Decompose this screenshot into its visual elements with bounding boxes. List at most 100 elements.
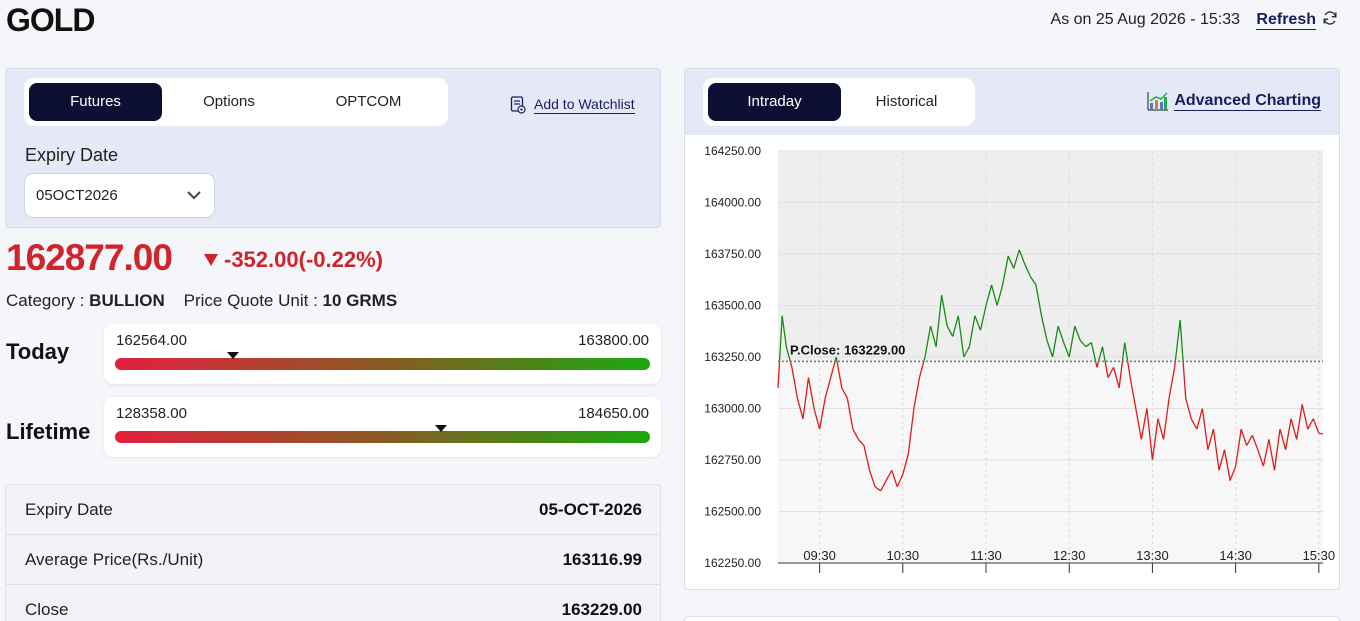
chart-icon: [1147, 92, 1169, 111]
price-line-segment: [891, 470, 898, 487]
price-line-segment: [990, 284, 998, 306]
price-line-segment: [1051, 325, 1059, 358]
price-line-segment: [1035, 284, 1043, 316]
price-line-segment: [802, 377, 810, 419]
price-line-segment: [857, 438, 865, 447]
advanced-charting-label: Advanced Charting: [1174, 91, 1321, 111]
price-line-segment: [1182, 361, 1187, 399]
today-range-marker: [226, 352, 239, 359]
price-line-segment: [1121, 342, 1126, 362]
price-line-segment: [929, 325, 937, 347]
price-line-segment: [1157, 418, 1165, 440]
price-line-segment: [1063, 342, 1070, 358]
y-tick-label: 163000.00: [704, 402, 761, 416]
detail-value: 163229.00: [561, 600, 642, 619]
price-line-segment: [807, 377, 815, 409]
table-row: Close 163229.00: [6, 585, 660, 621]
price-line-segment: [1107, 366, 1115, 378]
price-line-segment: [1179, 319, 1184, 362]
contract-details-table: Expiry Date 05-OCT-2026 Average Price(Rs…: [5, 484, 661, 621]
price-line-segment: [846, 398, 854, 430]
price-line-segment: [1074, 325, 1081, 341]
price-line-segment: [1257, 449, 1264, 467]
x-tick-label: 11:30: [970, 548, 1002, 563]
table-row: Expiry Date 05-OCT-2026: [6, 485, 660, 535]
price-line-segment: [1002, 255, 1009, 286]
lower-panel: [684, 616, 1340, 621]
today-range-label: Today: [6, 339, 70, 364]
price-line-segment: [1296, 404, 1303, 440]
unit-value: 10 GRMS: [322, 291, 398, 310]
price-change-value: -352.00(-0.22%): [224, 247, 383, 272]
price-line-segment: [902, 453, 909, 475]
price-line-segment: [880, 480, 887, 492]
price-line-segment: [796, 398, 804, 419]
lifetime-range: 128358.00 184650.00: [104, 397, 661, 457]
price-line-segment: [1124, 342, 1129, 362]
price-line-segment: [830, 361, 836, 378]
y-tick-label: 164000.00: [704, 196, 761, 210]
today-range: 162564.00 163800.00: [104, 324, 661, 384]
price-line-segment: [1168, 367, 1176, 399]
price-line-segment: [1174, 319, 1181, 362]
tab-intraday[interactable]: Intraday: [708, 83, 841, 121]
chevron-down-icon: [187, 191, 201, 200]
price-line-segment: [1229, 465, 1237, 481]
intraday-chart[interactable]: 164250.00 164000.00 163750.00 163500.00 1632…: [685, 135, 1340, 590]
price-line-segment: [996, 284, 1004, 306]
price-line-segment: [1279, 428, 1287, 450]
expiry-date-value: 05OCT2026: [36, 187, 118, 204]
price-line-segment: [1240, 428, 1248, 446]
price-line-segment: [1223, 449, 1231, 481]
price-line-segment: [952, 315, 959, 337]
price-line-segment: [1013, 249, 1020, 269]
lifetime-range-bar: [115, 431, 650, 443]
price-line-segment: [841, 387, 848, 399]
tab-futures[interactable]: Futures: [29, 83, 162, 121]
price-line-segment: [963, 346, 970, 358]
price-line-segment: [1268, 439, 1276, 471]
price-line-segment: [1312, 418, 1320, 434]
price-line-segment: [1057, 325, 1065, 343]
price-line-segment: [824, 377, 832, 399]
down-triangle-icon: [204, 254, 218, 266]
price-line-segment: [985, 284, 993, 306]
detail-key: Close: [25, 600, 69, 619]
category-label: Category :: [6, 291, 85, 310]
y-tick-label: 162750.00: [704, 453, 761, 467]
advanced-charting-link[interactable]: Advanced Charting: [1147, 91, 1321, 111]
price-line-segment: [968, 315, 976, 347]
price-line-segment: [1185, 398, 1192, 419]
table-row: Average Price(Rs./Unit) 163116.99: [6, 535, 660, 585]
unit-label: Price Quote Unit :: [183, 291, 318, 310]
price-line-segment: [974, 315, 982, 331]
tab-optcom[interactable]: OPTCOM: [335, 93, 402, 110]
expiry-date-select[interactable]: 05OCT2026: [24, 173, 215, 218]
price-line-segment: [1140, 408, 1148, 440]
y-tick-label: 162500.00: [704, 505, 761, 519]
last-price: 162877.00: [6, 237, 173, 278]
x-tick-label: 09:30: [803, 548, 836, 563]
price-line-segment: [1173, 361, 1176, 368]
contract-meta: Category : BULLION Price Quote Unit : 10…: [6, 291, 397, 311]
refresh-icon[interactable]: [1322, 10, 1338, 26]
price-line-segment: [1029, 276, 1037, 286]
y-tick-label: 163250.00: [704, 350, 761, 364]
add-to-watchlist-button[interactable]: Add to Watchlist: [510, 93, 635, 117]
price-line-segment: [1096, 361, 1100, 368]
lifetime-range-marker: [435, 425, 448, 432]
price-line-segment: [1190, 418, 1198, 430]
price-line-segment: [1301, 404, 1309, 430]
price-line-segment: [1127, 361, 1131, 378]
price-line-segment: [918, 361, 925, 378]
price-line-segment: [781, 315, 787, 347]
price-line-segment: [924, 325, 932, 358]
price-line-segment: [868, 470, 876, 487]
price-line-segment: [1234, 429, 1242, 467]
price-line-segment: [1246, 434, 1253, 446]
y-tick-label: 162250.00: [704, 556, 761, 570]
refresh-link[interactable]: Refresh: [1256, 11, 1316, 30]
tab-options[interactable]: Options: [203, 93, 255, 110]
tab-historical[interactable]: Historical: [875, 93, 938, 110]
lifetime-low: 128358.00: [116, 405, 187, 422]
